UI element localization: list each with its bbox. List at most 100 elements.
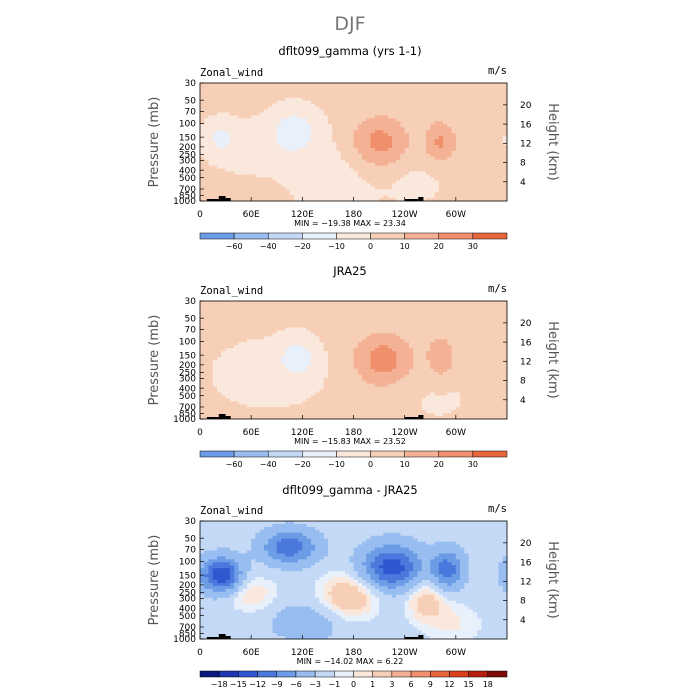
heatmap-cell: [408, 321, 414, 325]
heatmap-cell: [455, 192, 461, 196]
pressure-tick-label: 700: [179, 185, 196, 195]
heatmap-cell: [255, 94, 261, 99]
heatmap-cell: [238, 171, 244, 175]
heatmap-cell: [255, 147, 261, 152]
heatmap-cell: [251, 109, 256, 113]
heatmap-cell: [281, 85, 286, 90]
heatmap-cell: [238, 365, 244, 370]
heatmap-cell: [421, 165, 427, 169]
heatmap-cell: [468, 336, 474, 340]
heatmap-cell: [229, 327, 235, 331]
heatmap-cell: [319, 156, 325, 161]
heatmap-cell: [430, 321, 435, 325]
heatmap-cell: [489, 192, 495, 196]
heatmap-cell: [434, 174, 440, 178]
heatmap-cell: [229, 112, 235, 116]
heatmap-cell: [344, 377, 350, 382]
heatmap-cell: [413, 351, 418, 355]
heatmap-cell: [242, 162, 248, 166]
heatmap-cell: [477, 112, 482, 116]
heatmap-cell: [396, 303, 401, 308]
heatmap-cell: [276, 171, 282, 175]
heatmap-cell: [332, 342, 337, 346]
heatmap-cell: [217, 318, 222, 323]
heatmap-cell: [306, 91, 312, 96]
heatmap-cell: [310, 180, 316, 184]
heatmap-cell: [404, 374, 410, 379]
heatmap-cell: [259, 144, 265, 149]
heatmap-cell: [396, 156, 401, 161]
heatmap-cell: [229, 142, 235, 146]
heatmap-cell: [255, 360, 261, 364]
heatmap-cell: [502, 377, 508, 382]
heatmap-cell: [332, 180, 337, 184]
heatmap-cell: [263, 374, 269, 379]
heatmap-cell: [293, 189, 299, 193]
heatmap-cell: [336, 174, 342, 178]
heatmap-cell: [281, 348, 286, 352]
heatmap-cell: [451, 97, 457, 102]
heatmap-cell: [370, 360, 376, 364]
heatmap-cell: [272, 183, 278, 187]
heatmap-cell: [306, 186, 312, 190]
heatmap-cell: [455, 348, 461, 352]
heatmap-cell: [498, 177, 504, 181]
heatmap-cell: [319, 362, 325, 367]
heatmap-cell: [379, 139, 384, 143]
heatmap-cell: [285, 121, 290, 125]
heatmap-cell: [481, 153, 487, 158]
heatmap-cell: [353, 112, 359, 116]
heatmap-cell: [263, 324, 269, 328]
heatmap-cell: [362, 315, 367, 320]
heatmap-cell: [255, 192, 261, 196]
heatmap-cell: [298, 174, 303, 178]
heatmap-cell: [276, 183, 282, 187]
heatmap-cell: [400, 144, 406, 149]
heatmap-cell: [438, 330, 444, 334]
heatmap-cell: [362, 312, 367, 317]
heatmap-cell: [417, 106, 423, 110]
heatmap-cell: [447, 189, 452, 193]
heatmap-cell: [443, 309, 448, 314]
heatmap-cell: [212, 306, 218, 311]
heatmap-cell: [323, 374, 329, 379]
pressure-tick-label: 200: [179, 143, 196, 153]
heatmap-cell: [502, 330, 508, 334]
heatmap-cell: [319, 354, 325, 358]
heatmap-cell: [234, 360, 239, 364]
heatmap-cell: [298, 324, 303, 328]
heatmap-cell: [242, 139, 248, 143]
heatmap-cell: [494, 124, 499, 128]
heatmap-cell: [481, 150, 487, 155]
heatmap-cell: [229, 380, 235, 384]
heatmap-cell: [370, 380, 376, 384]
heatmap-cell: [477, 83, 482, 87]
heatmap-cell: [255, 83, 261, 87]
heatmap-cell: [468, 91, 474, 96]
heatmap-cell: [451, 198, 457, 202]
heatmap-cell: [306, 318, 312, 323]
heatmap-cell: [434, 327, 440, 331]
heatmap-cell: [204, 360, 209, 364]
heatmap-cell: [430, 330, 435, 334]
heatmap-cell: [289, 153, 295, 158]
heatmap-cell: [408, 195, 414, 199]
heatmap-cell: [212, 162, 218, 166]
heatmap-cell: [379, 303, 384, 308]
heatmap-cell: [259, 177, 265, 181]
heatmap-cell: [430, 186, 435, 190]
heatmap-cell: [234, 368, 239, 373]
heatmap-cell: [413, 186, 418, 190]
heatmap-cell: [272, 103, 278, 107]
heatmap-cell: [464, 306, 470, 311]
heatmap-cell: [336, 136, 342, 140]
heatmap-cell: [417, 348, 423, 352]
heatmap-cell: [502, 130, 508, 134]
heatmap-cell: [396, 324, 401, 328]
heatmap-cell: [464, 180, 470, 184]
heatmap-cell: [460, 144, 465, 149]
heatmap-cell: [443, 142, 448, 146]
heatmap-cell: [208, 374, 214, 379]
heatmap-cell: [208, 348, 214, 352]
heatmap-cell: [229, 309, 235, 314]
